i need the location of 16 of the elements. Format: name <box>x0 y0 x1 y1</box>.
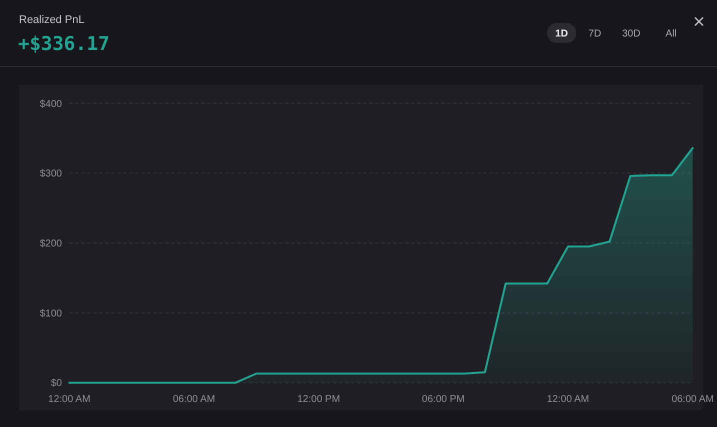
x-tick-label: 06:00 PM <box>422 394 465 405</box>
x-tick-label: 12:00 PM <box>297 394 340 405</box>
y-tick-label: $0 <box>50 378 62 390</box>
chart-title: Realized PnL <box>19 14 84 26</box>
text: 30D <box>622 28 640 40</box>
x-tick-label: 12:00 AM <box>48 394 90 405</box>
y-tick-label: $400 <box>40 98 62 110</box>
x-tick-label: 06:00 AM <box>172 394 216 405</box>
y-tick-label: $300 <box>40 168 62 180</box>
x-tick-label: 12:00 AM <box>546 394 590 405</box>
text: 7D <box>588 28 602 40</box>
y-tick-label: $100 <box>40 308 62 320</box>
text: All <box>666 28 677 40</box>
x-tick-label: 06:00 AM <box>672 394 714 405</box>
y-tick-label: $200 <box>40 238 62 250</box>
chart-subtitle: +$336.17 <box>18 33 110 55</box>
